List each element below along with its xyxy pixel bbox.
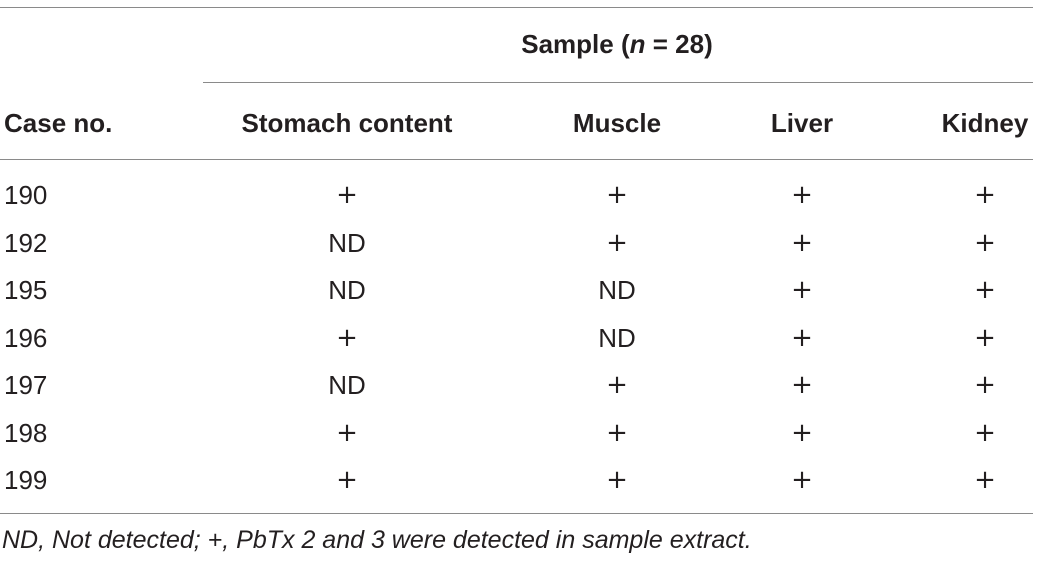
column-header-case-no: Case no. [4,108,113,138]
table-cell-case-no: 190 [4,180,48,210]
table-cell-muscle: ND [598,322,636,353]
column-header-stomach-content: Stomach content [241,108,453,138]
table-cell-kidney: + [974,465,996,495]
table-cell-liver: + [791,227,813,258]
table-group-header: Sample (n = 28) [521,29,712,59]
table-cell-case-no: 199 [4,465,48,495]
table-cell-stomach-content: + [336,417,358,448]
table-cell-stomach-content: ND [328,370,366,400]
table-cell-liver: + [791,322,813,353]
header-bottom-rule [0,159,1033,160]
group-header-prefix: Sample ( [521,29,630,59]
group-header-underline [203,82,1033,83]
table-top-rule [0,7,1033,8]
table-footnote: ND, Not detected; +, PbTx 2 and 3 were d… [2,526,752,554]
table-cell-liver: + [791,465,813,495]
table-cell-stomach-content: + [336,465,358,495]
table-cell-muscle: + [606,180,628,210]
table-cell-muscle: + [606,465,628,495]
table-cell-stomach-content: ND [328,227,366,258]
table-cell-liver: + [791,180,813,210]
table-cell-case-no: 197 [4,370,48,400]
column-header-kidney: Kidney [941,108,1029,138]
column-header-liver: Liver [770,108,834,138]
group-header-suffix: = 28) [645,29,713,59]
table-cell-kidney: + [974,275,996,305]
table-cell-stomach-content: + [336,180,358,210]
table-cell-liver: + [791,370,813,400]
table-cell-kidney: + [974,227,996,258]
table-cell-case-no: 192 [4,227,48,258]
table-cell-liver: + [791,275,813,305]
table-cell-case-no: 196 [4,322,48,353]
table-bottom-rule [0,513,1033,514]
table-cell-muscle: + [606,227,628,258]
table-cell-liver: + [791,417,813,448]
table-cell-stomach-content: ND [328,275,366,305]
group-header-n: n [629,29,646,59]
table-cell-kidney: + [974,322,996,353]
table-cell-muscle: + [606,417,628,448]
table-cell-stomach-content: + [336,322,358,353]
table-cell-kidney: + [974,370,996,400]
table-cell-kidney: + [974,180,996,210]
table-cell-muscle: + [606,370,628,400]
table-cell-case-no: 198 [4,417,48,448]
table-cell-muscle: ND [598,275,636,305]
table-cell-kidney: + [974,417,996,448]
table-cell-case-no: 195 [4,275,48,305]
column-header-muscle: Muscle [572,108,662,138]
